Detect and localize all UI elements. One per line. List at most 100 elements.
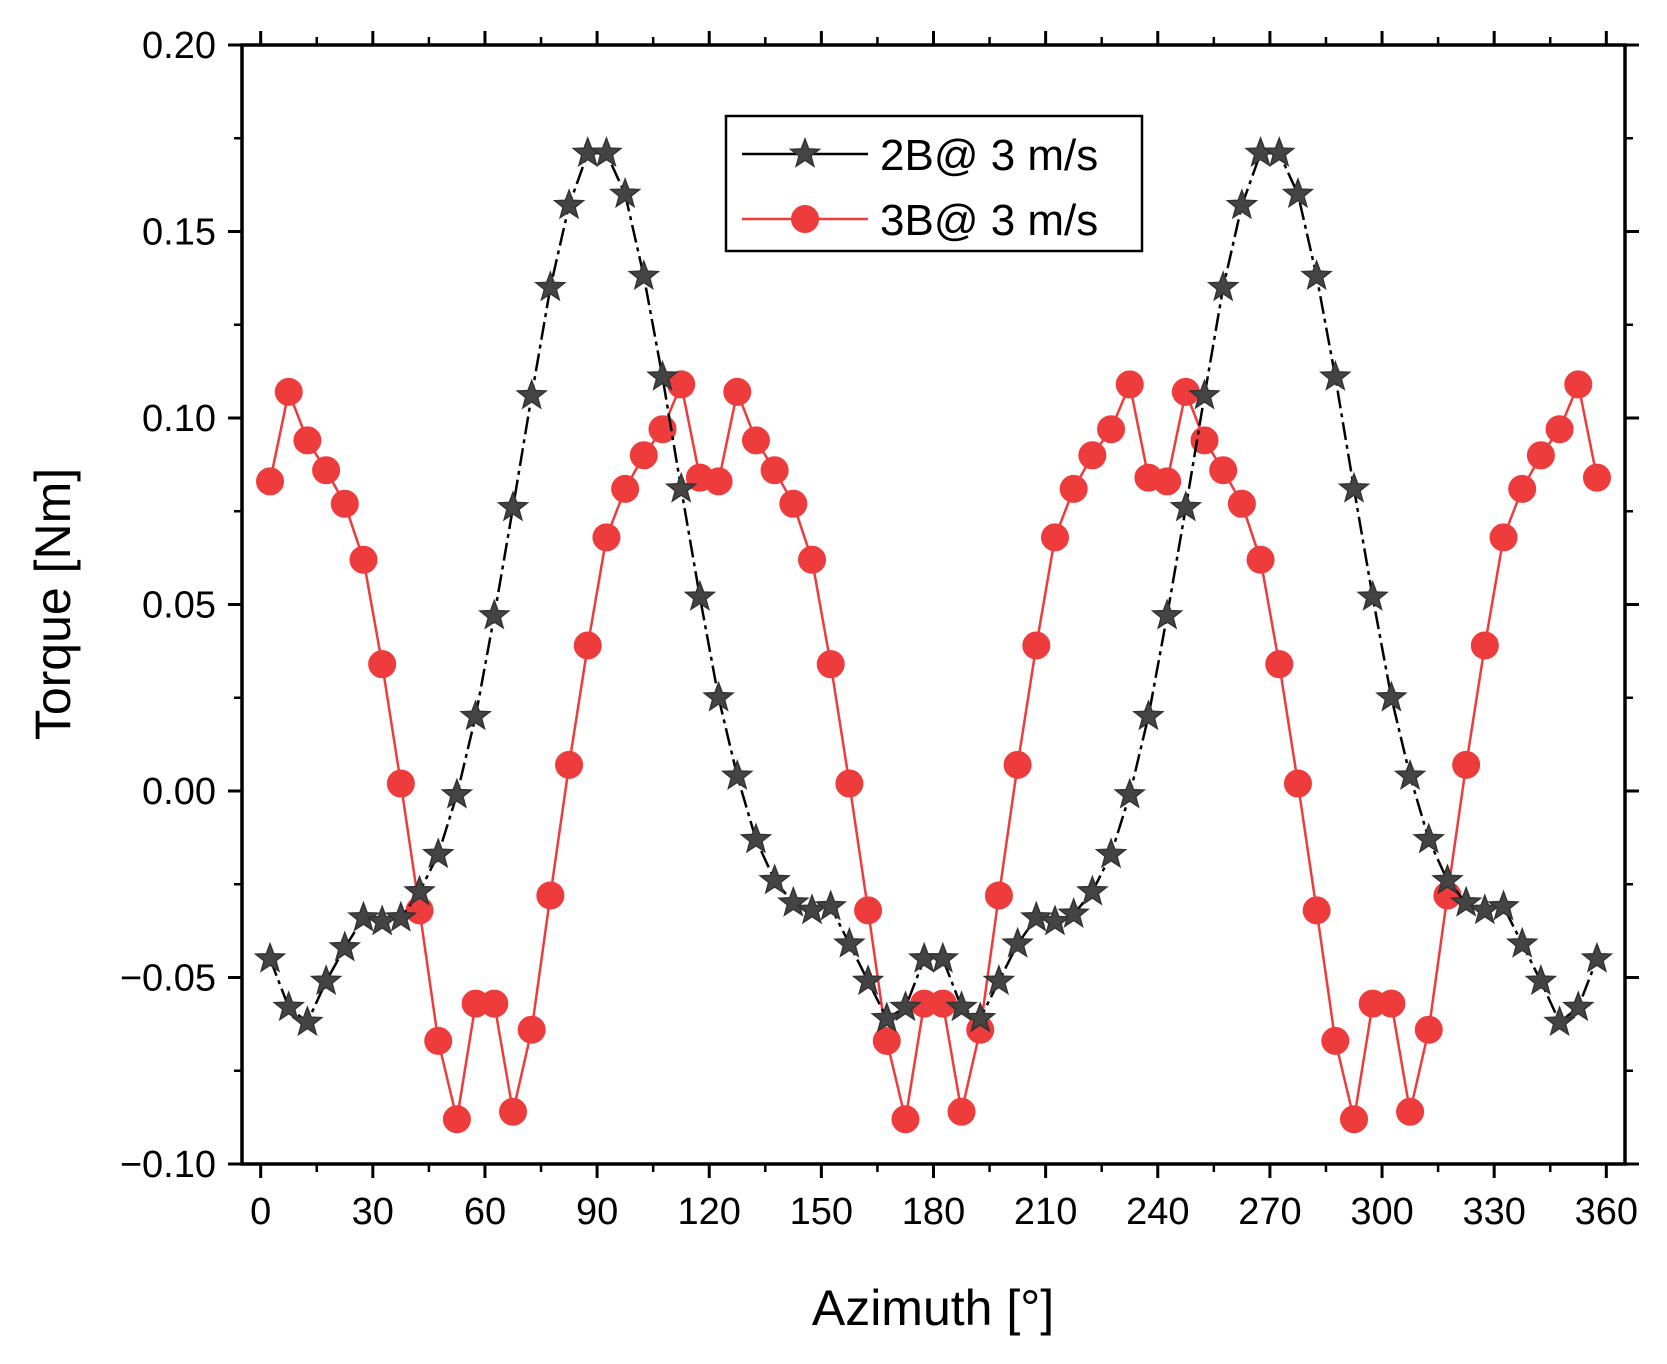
star-point [1281, 177, 1315, 209]
circle-point [1489, 523, 1518, 552]
circle-point [1564, 370, 1593, 399]
x-tick-label: 60 [464, 1191, 506, 1233]
star-point [534, 270, 567, 302]
circle-point [592, 523, 621, 552]
circle-point [1040, 523, 1069, 552]
star-point [1487, 889, 1520, 921]
circle-point [816, 650, 845, 679]
y-tick-label: 0.20 [142, 25, 216, 67]
y-tick-label: −0.10 [120, 1144, 216, 1186]
x-tick-label: 180 [902, 1191, 965, 1233]
star-point [496, 490, 530, 522]
circle-point [424, 1026, 453, 1055]
y-tick-label: 0.00 [142, 771, 216, 813]
circle-point [386, 769, 415, 798]
series-layer [253, 136, 1614, 1134]
star-point [851, 964, 885, 996]
circle-point [573, 631, 602, 660]
circle-point [1078, 441, 1107, 470]
star-point [1057, 896, 1090, 928]
star-point [608, 177, 642, 209]
star-point [1300, 259, 1333, 291]
series-line [268, 151, 1599, 1025]
circle-point [480, 989, 509, 1018]
series-3b [256, 370, 1611, 1134]
circle-point [1209, 456, 1238, 485]
star-point [1561, 990, 1595, 1022]
star-point [1375, 680, 1408, 712]
circle-point [1377, 989, 1406, 1018]
star-point [739, 822, 773, 854]
star-point [1337, 471, 1371, 503]
star-point [1076, 874, 1109, 906]
circle-point [1508, 474, 1537, 503]
star-point [926, 941, 960, 973]
circle-point [536, 881, 565, 910]
circle-point [405, 896, 434, 925]
legend-label-2b: 2B@ 3 m/s [880, 131, 1098, 180]
star-point [1412, 822, 1446, 854]
circle-point [1452, 750, 1481, 779]
star-point [1019, 900, 1053, 932]
circle-point [1470, 631, 1499, 660]
star-point [814, 889, 848, 921]
star-point [1113, 777, 1147, 809]
x-tick-label: 90 [576, 1191, 618, 1233]
circle-point [1265, 650, 1294, 679]
star-point [1393, 758, 1427, 790]
x-tick-label: 210 [1014, 1191, 1077, 1233]
star-point [833, 926, 866, 958]
circle-point [1396, 1097, 1425, 1126]
star-point [421, 837, 455, 869]
star-point [1094, 837, 1128, 869]
star-point [552, 188, 586, 220]
star-point [440, 777, 474, 809]
star-point [889, 990, 922, 1022]
y-tick-label: 0.05 [142, 585, 216, 627]
circle-point [555, 750, 584, 779]
star-point [1505, 926, 1539, 958]
star-point [1001, 926, 1034, 958]
star-point [309, 964, 343, 996]
star-point [347, 900, 380, 932]
x-tick-label: 360 [1575, 1191, 1638, 1233]
star-point [758, 863, 791, 895]
x-tick-label: 270 [1238, 1191, 1301, 1233]
circle-point [798, 545, 827, 574]
circle-point [984, 881, 1013, 910]
x-axis-title: Azimuth [°] [812, 1280, 1054, 1336]
x-tick-label: 240 [1126, 1191, 1189, 1233]
star-point [1543, 1005, 1576, 1037]
star-point [403, 874, 436, 906]
circle-point [498, 1097, 527, 1126]
legend-circle-icon [791, 205, 819, 233]
circle-point [891, 1105, 920, 1134]
star-point [1132, 699, 1165, 731]
x-tick-label: 120 [678, 1191, 741, 1233]
circle-point [835, 769, 864, 798]
x-tick-label: 150 [790, 1191, 853, 1233]
star-point [253, 941, 287, 973]
star-point [1188, 378, 1221, 410]
circle-point [629, 441, 658, 470]
x-tick-label: 0 [250, 1191, 271, 1233]
star-point [627, 259, 661, 291]
star-point [702, 680, 735, 712]
star-point [777, 885, 810, 917]
circle-point [330, 489, 359, 518]
y-axis-title: Torque [Nm] [25, 468, 81, 740]
circle-point [1022, 631, 1051, 660]
star-point [590, 136, 623, 168]
series-2b [253, 136, 1614, 1037]
y-tick-label: −0.05 [120, 958, 216, 1000]
star-point [963, 1001, 997, 1033]
circle-point [872, 1026, 901, 1055]
legend-star-icon [788, 136, 822, 168]
circle-point [1283, 769, 1312, 798]
star-point [1431, 863, 1464, 895]
legend-label-3b: 3B@ 3 m/s [880, 196, 1098, 245]
star-point [1580, 941, 1614, 973]
circle-point [293, 426, 322, 455]
circle-point [611, 474, 640, 503]
star-point [1038, 904, 1072, 936]
